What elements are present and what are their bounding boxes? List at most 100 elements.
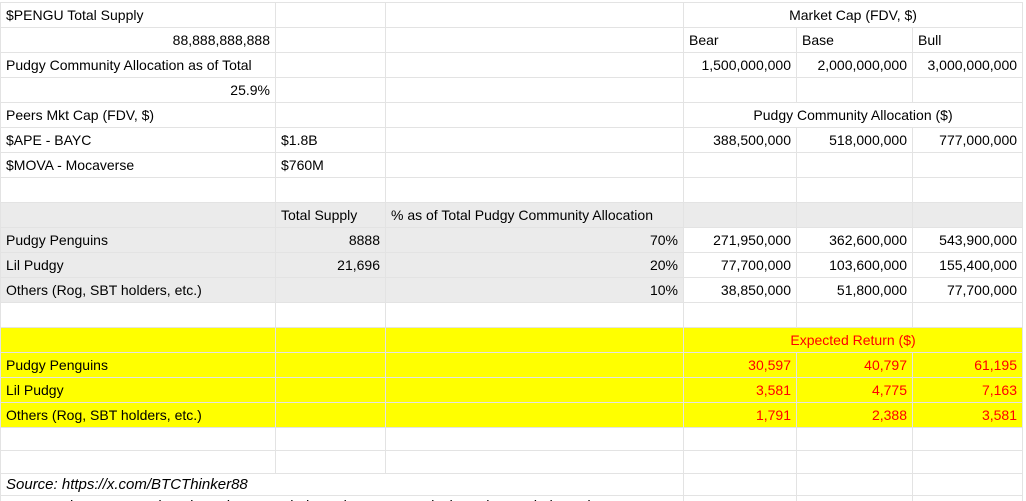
empty-cell[interactable]: [683, 427, 797, 451]
empty-cell[interactable]: [385, 450, 684, 474]
empty-cell[interactable]: [385, 2, 684, 28]
cell-allocation-usd-base[interactable]: 518,000,000: [796, 127, 913, 153]
empty-cell[interactable]: [385, 77, 684, 103]
empty-cell[interactable]: [911, 473, 1024, 496]
empty-cell[interactable]: [385, 302, 684, 328]
cell-return-bull[interactable]: 61,195: [911, 352, 1024, 378]
empty-cell[interactable]: [683, 202, 797, 228]
empty-cell[interactable]: [385, 327, 684, 353]
empty-cell[interactable]: [385, 377, 684, 403]
cell-peer-mova-cap[interactable]: $760M: [275, 152, 386, 178]
cell-peer-mova-name[interactable]: $MOVA - Mocaverse: [0, 152, 276, 178]
cell-return-base[interactable]: 40,797: [796, 352, 913, 378]
empty-cell[interactable]: [911, 77, 1024, 103]
empty-cell[interactable]: [0, 450, 276, 474]
cell-return-bull[interactable]: 7,163: [911, 377, 1024, 403]
empty-cell[interactable]: [385, 152, 684, 178]
cell-allocation-pct-value[interactable]: 25.9%: [0, 77, 276, 103]
empty-cell[interactable]: [0, 302, 276, 328]
empty-cell[interactable]: [796, 302, 913, 328]
cell-row-bull[interactable]: 155,400,000: [911, 252, 1024, 278]
empty-cell[interactable]: [911, 152, 1024, 178]
cell-peer-ape-name[interactable]: $APE - BAYC: [0, 127, 276, 153]
empty-cell[interactable]: [796, 177, 913, 203]
empty-cell[interactable]: [275, 2, 386, 28]
empty-cell[interactable]: [275, 102, 386, 128]
empty-cell[interactable]: [911, 202, 1024, 228]
empty-cell[interactable]: [385, 352, 684, 378]
empty-cell[interactable]: [385, 102, 684, 128]
cell-pengu-supply-label[interactable]: $PENGU Total Supply: [0, 2, 276, 28]
empty-cell[interactable]: [0, 202, 276, 228]
cell-row-total-supply[interactable]: 8888: [275, 227, 386, 253]
cell-row-total-supply[interactable]: [275, 277, 386, 303]
cell-return-bull[interactable]: 3,581: [911, 402, 1024, 428]
cell-expected-return-header[interactable]: Expected Return ($): [682, 327, 1024, 353]
empty-cell[interactable]: [275, 352, 386, 378]
empty-cell[interactable]: [275, 77, 386, 103]
cell-row-bull[interactable]: 77,700,000: [911, 277, 1024, 303]
cell-return-bear[interactable]: 1,791: [683, 402, 797, 428]
cell-row-pct[interactable]: 20%: [385, 252, 684, 278]
empty-cell[interactable]: [683, 77, 797, 103]
cell-market-cap-header[interactable]: Market Cap (FDV, $): [682, 2, 1024, 28]
cell-return-name[interactable]: Lil Pudgy: [0, 377, 276, 403]
cell-pct-header[interactable]: % as of Total Pudgy Community Allocation: [385, 202, 684, 228]
empty-cell[interactable]: [385, 402, 684, 428]
empty-cell[interactable]: [911, 495, 1024, 501]
empty-cell[interactable]: [0, 177, 276, 203]
cell-allocation-pct-label[interactable]: Pudgy Community Allocation as of Total: [0, 52, 276, 78]
empty-cell[interactable]: [911, 450, 1024, 474]
cell-row-base[interactable]: 362,600,000: [796, 227, 913, 253]
empty-cell[interactable]: [275, 27, 386, 53]
cell-mcap-bull[interactable]: 3,000,000,000: [911, 52, 1024, 78]
empty-cell[interactable]: [911, 302, 1024, 328]
cell-row-name[interactable]: Pudgy Penguins: [0, 227, 276, 253]
empty-cell[interactable]: [275, 177, 386, 203]
empty-cell[interactable]: [683, 495, 797, 501]
empty-cell[interactable]: [683, 473, 797, 496]
cell-return-base[interactable]: 4,775: [796, 377, 913, 403]
cell-return-name[interactable]: Pudgy Penguins: [0, 352, 276, 378]
empty-cell[interactable]: [275, 327, 386, 353]
empty-cell[interactable]: [683, 177, 797, 203]
empty-cell[interactable]: [275, 427, 386, 451]
empty-cell[interactable]: [385, 27, 684, 53]
cell-scenario-bull[interactable]: Bull: [911, 27, 1024, 53]
empty-cell[interactable]: [385, 127, 684, 153]
empty-cell[interactable]: [275, 402, 386, 428]
cell-peer-ape-cap[interactable]: $1.8B: [275, 127, 386, 153]
empty-cell[interactable]: [275, 302, 386, 328]
cell-row-bear[interactable]: 38,850,000: [683, 277, 797, 303]
empty-cell[interactable]: [796, 450, 913, 474]
empty-cell[interactable]: [385, 177, 684, 203]
empty-cell[interactable]: [796, 152, 913, 178]
cell-source-note[interactable]: Source: https://x.com/BTCThinker88: [0, 473, 684, 496]
cell-row-pct[interactable]: 10%: [385, 277, 684, 303]
cell-row-base[interactable]: 103,600,000: [796, 252, 913, 278]
cell-row-name[interactable]: Others (Rog, SBT holders, etc.): [0, 277, 276, 303]
cell-row-bear[interactable]: 271,950,000: [683, 227, 797, 253]
cell-disclaimer-note[interactable]: Note: Various assumptions have been made…: [0, 495, 684, 501]
cell-row-total-supply[interactable]: 21,696: [275, 252, 386, 278]
cell-return-bear[interactable]: 3,581: [683, 377, 797, 403]
empty-cell[interactable]: [275, 377, 386, 403]
empty-cell[interactable]: [796, 495, 913, 501]
cell-return-base[interactable]: 2,388: [796, 402, 913, 428]
cell-peers-header[interactable]: Peers Mkt Cap (FDV, $): [0, 102, 276, 128]
cell-mcap-base[interactable]: 2,000,000,000: [796, 52, 913, 78]
empty-cell[interactable]: [683, 450, 797, 474]
empty-cell[interactable]: [385, 427, 684, 451]
cell-community-allocation-usd-header[interactable]: Pudgy Community Allocation ($): [682, 102, 1024, 128]
empty-cell[interactable]: [683, 302, 797, 328]
empty-cell[interactable]: [0, 427, 276, 451]
empty-cell[interactable]: [796, 202, 913, 228]
empty-cell[interactable]: [911, 177, 1024, 203]
cell-return-name[interactable]: Others (Rog, SBT holders, etc.): [0, 402, 276, 428]
cell-row-base[interactable]: 51,800,000: [796, 277, 913, 303]
empty-cell[interactable]: [275, 52, 386, 78]
empty-cell[interactable]: [275, 450, 386, 474]
cell-row-bear[interactable]: 77,700,000: [683, 252, 797, 278]
cell-pengu-supply-value[interactable]: 88,888,888,888: [0, 27, 276, 53]
empty-cell[interactable]: [683, 152, 797, 178]
